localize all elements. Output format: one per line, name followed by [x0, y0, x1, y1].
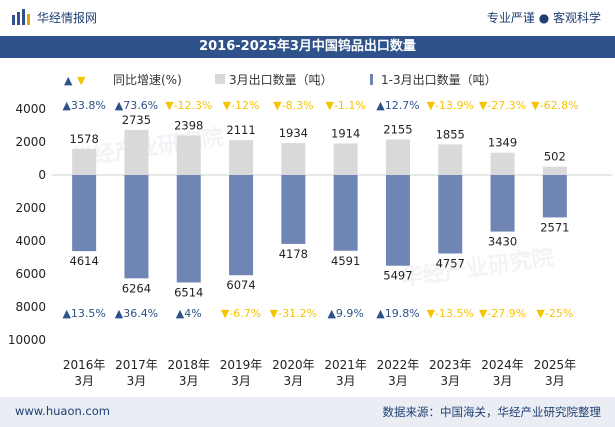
y-tick-label: 2000 [15, 135, 46, 149]
chart: ▲ ▼ 同比增速(%) 3月出口数量（吨） 1-3月出口数量（吨） 4000 2000 0 20… [8, 72, 612, 388]
growth-label-march: ▼-27.3% [479, 99, 526, 112]
bar-march [490, 152, 515, 175]
x-tick-label: 2025年 3月 [534, 358, 577, 388]
footer-source: 数据来源：中国海关，华经产业研究院整理 [382, 405, 602, 419]
bar-march [72, 148, 97, 175]
x-tick-label: 2022年 3月 [377, 358, 420, 388]
value-label-ytd: 2571 [540, 220, 569, 234]
growth-label-ytd: ▼-25% [536, 307, 573, 320]
value-label-march: 1855 [436, 127, 465, 141]
x-tick-label: 2024年 3月 [481, 358, 524, 388]
legend-march-label: 3月出口数量（吨） [229, 72, 333, 87]
bar-ytd [124, 175, 149, 279]
legend-down-arrow: ▼ [77, 74, 86, 87]
bar-march [281, 143, 306, 175]
value-label-ytd: 3430 [488, 235, 517, 249]
growth-label-march: ▼-12% [223, 99, 260, 112]
value-label-ytd: 4178 [279, 247, 308, 261]
y-tick-label: 2000 [15, 201, 46, 215]
bar-march [176, 135, 201, 175]
legend-growth-label: 同比增速(%) [113, 73, 182, 87]
y-tick-label: 8000 [15, 300, 46, 314]
growth-label-march: ▼-13.9% [427, 99, 474, 112]
growth-label-ytd: ▲13.5% [62, 307, 105, 320]
value-label-march: 1934 [279, 126, 308, 140]
growth-label-march: ▲73.6% [115, 99, 158, 112]
value-label-ytd: 5497 [383, 269, 412, 283]
x-tick-label: 2020年 3月 [272, 358, 315, 388]
y-tick-label: 10000 [8, 333, 46, 347]
y-tick-label: 4000 [15, 234, 46, 248]
bar-march [333, 143, 358, 175]
bar-march [438, 144, 463, 175]
bar-march [229, 140, 254, 175]
growth-label-ytd: ▼-27.9% [479, 307, 526, 320]
bar-ytd [385, 175, 410, 266]
legend-ytd-swatch [370, 74, 373, 85]
x-tick-label: 2018年 3月 [167, 358, 210, 388]
growth-label-march: ▼-12.3% [165, 99, 212, 112]
tagline: 专业严谨 ● 客观科学 [486, 11, 601, 25]
bar-ytd [176, 175, 201, 283]
bar-march [385, 139, 410, 175]
value-label-ytd: 6074 [226, 278, 255, 292]
legend-ytd-label: 1-3月出口数量（吨） [381, 72, 497, 87]
bar-ytd [542, 175, 567, 218]
footer: www.huaon.com 数据来源：中国海关，华经产业研究院整理 [0, 397, 615, 427]
bar-ytd [229, 175, 254, 276]
x-tick-label: 2017年 3月 [115, 358, 158, 388]
bar-march [124, 129, 149, 175]
growth-label-ytd: ▲4% [176, 307, 202, 320]
legend-up-arrow: ▲ [64, 74, 73, 87]
value-label-march: 1349 [488, 136, 517, 150]
growth-label-ytd: ▼-6.7% [221, 307, 261, 320]
title-bar: 2016-2025年3月中国钨品出口数量 [0, 36, 615, 58]
value-label-march: 2111 [226, 123, 255, 137]
value-label-march: 2155 [383, 122, 412, 136]
value-label-ytd: 4757 [436, 256, 465, 270]
footer-url[interactable]: www.huaon.com [15, 404, 110, 418]
x-tick-label: 2023年 3月 [429, 358, 472, 388]
growth-label-march: ▼-8.3% [273, 99, 313, 112]
value-label-march: 2735 [122, 113, 151, 127]
growth-label-ytd: ▲19.8% [376, 307, 419, 320]
bar-ytd [438, 175, 463, 254]
chart-title: 2016-2025年3月中国钨品出口数量 [199, 39, 416, 54]
value-label-ytd: 6264 [122, 281, 151, 295]
bar-ytd [490, 175, 515, 232]
y-tick-label: 4000 [15, 102, 46, 116]
brand-name: 华经情报网 [37, 11, 98, 25]
bar-march [542, 166, 567, 175]
growth-label-march: ▲12.7% [376, 99, 419, 112]
growth-label-ytd: ▲36.4% [115, 307, 158, 320]
growth-label-march: ▼-62.8% [531, 99, 578, 112]
value-label-ytd: 4591 [331, 254, 360, 268]
value-label-ytd: 4614 [70, 254, 99, 268]
bar-ytd [333, 175, 358, 251]
x-tick-label: 2021年 3月 [324, 358, 367, 388]
x-tick-label: 2019年 3月 [220, 358, 263, 388]
growth-label-ytd: ▲9.9% [327, 307, 363, 320]
value-label-march: 1578 [70, 132, 99, 146]
value-label-march: 1914 [331, 126, 360, 140]
bar-ytd [72, 175, 97, 252]
value-label-ytd: 6514 [174, 285, 203, 299]
growth-label-ytd: ▼-13.5% [427, 307, 474, 320]
y-tick-label: 6000 [15, 267, 46, 281]
bar-ytd [281, 175, 306, 244]
legend-march-swatch [215, 74, 225, 84]
huajing-logo-icon [12, 9, 30, 25]
growth-label-march: ▲33.8% [62, 99, 105, 112]
top-bar: 华经情报网 专业严谨 ● 客观科学 [0, 0, 615, 36]
growth-label-ytd: ▼-31.2% [270, 307, 317, 320]
value-label-march: 2398 [174, 118, 203, 132]
x-tick-label: 2016年 3月 [63, 358, 106, 388]
growth-label-march: ▼-1.1% [325, 99, 365, 112]
y-tick-label: 0 [38, 168, 46, 182]
value-label-march: 502 [544, 150, 566, 164]
